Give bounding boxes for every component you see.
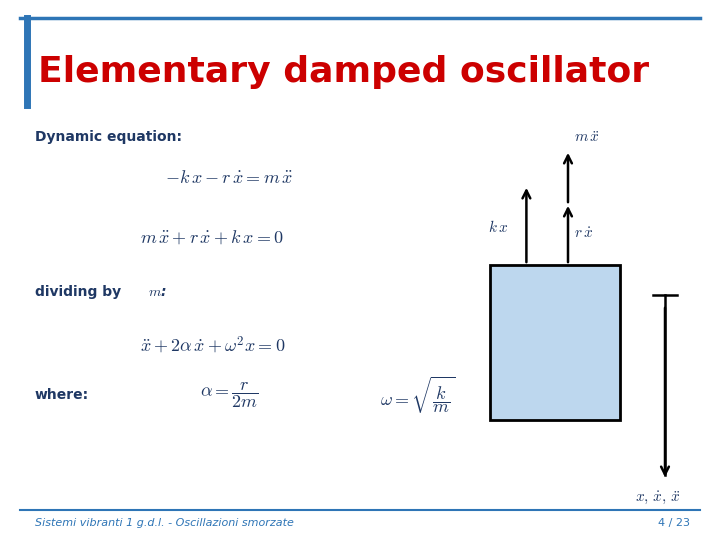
Text: Dynamic equation:: Dynamic equation: — [35, 130, 182, 144]
Text: dividing by: dividing by — [35, 285, 126, 299]
Text: $\ddot{x} + 2\alpha\,\dot{x} + \omega^2 x = 0$: $\ddot{x} + 2\alpha\,\dot{x} + \omega^2 … — [140, 334, 285, 356]
Text: where:: where: — [35, 388, 89, 402]
Text: $m$:: $m$: — [148, 285, 166, 299]
Bar — [490, 265, 620, 420]
Text: $-k\,x - r\,\dot{x} = m\,\ddot{x}$: $-k\,x - r\,\dot{x} = m\,\ddot{x}$ — [165, 169, 293, 187]
Text: $m\,\ddot{x} + r\,\dot{x} + k\,x = 0$: $m\,\ddot{x} + r\,\dot{x} + k\,x = 0$ — [140, 229, 284, 247]
Text: 4 / 23: 4 / 23 — [658, 518, 690, 528]
Text: $r\,\dot{x}$: $r\,\dot{x}$ — [574, 226, 593, 240]
Text: $m\,\ddot{x}$: $m\,\ddot{x}$ — [574, 131, 600, 145]
Text: $\alpha = \dfrac{r}{2m}$: $\alpha = \dfrac{r}{2m}$ — [200, 380, 258, 410]
Text: $k\,x$: $k\,x$ — [488, 219, 508, 235]
Text: $\omega = \sqrt{\dfrac{k}{m}}$: $\omega = \sqrt{\dfrac{k}{m}}$ — [380, 374, 455, 416]
Text: Elementary damped oscillator: Elementary damped oscillator — [38, 55, 649, 89]
Text: Sistemi vibranti 1 g.d.l. - Oscillazioni smorzate: Sistemi vibranti 1 g.d.l. - Oscillazioni… — [35, 518, 294, 528]
Text: $x,\,\dot{x},\,\ddot{x}$: $x,\,\dot{x},\,\ddot{x}$ — [635, 490, 681, 507]
